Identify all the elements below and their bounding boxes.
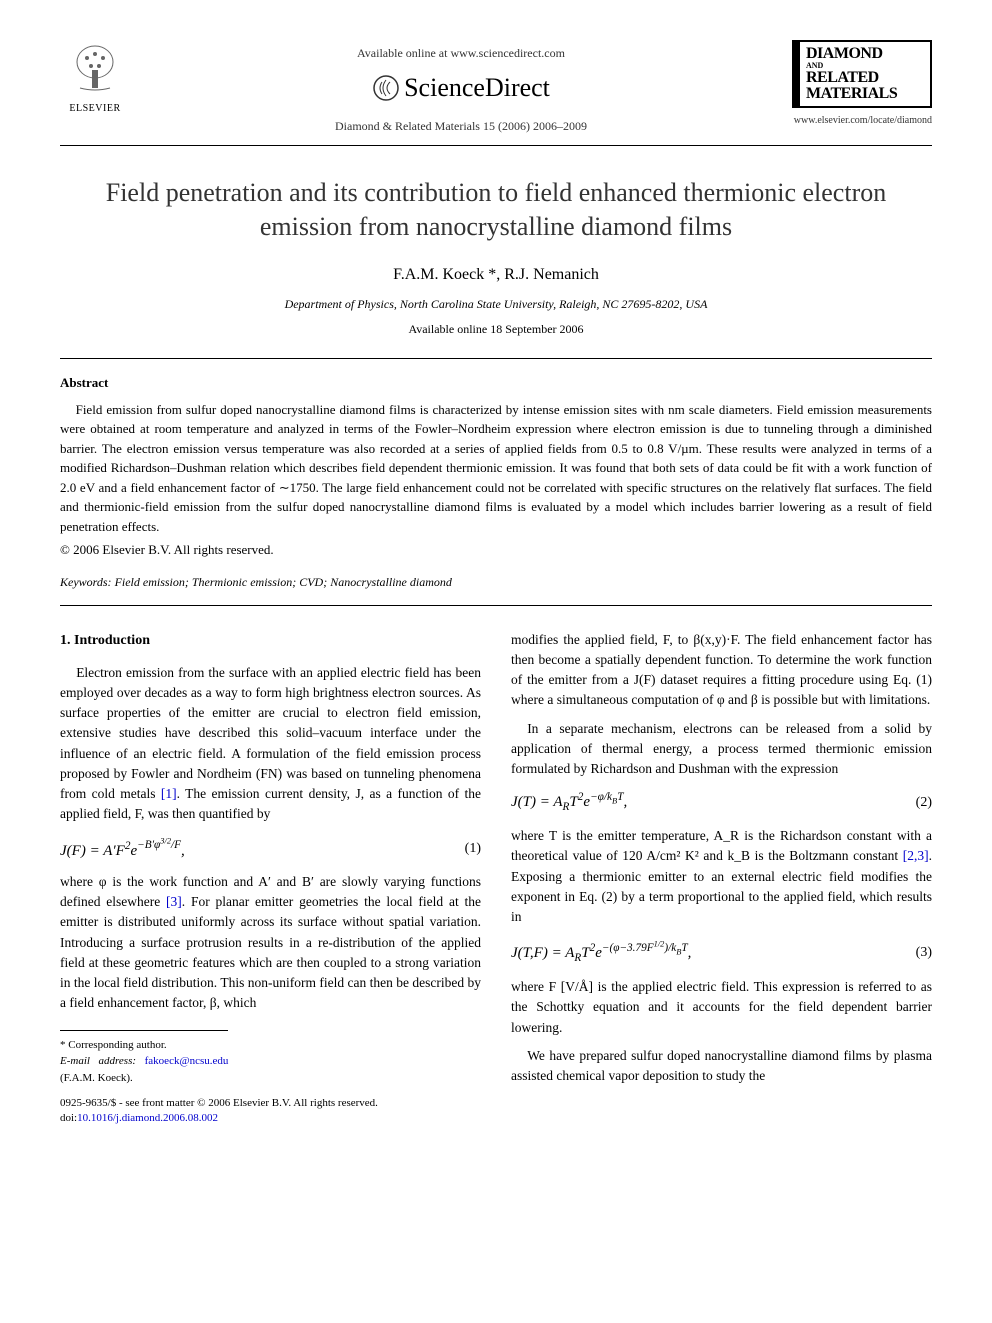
- abstract-body: Field emission from sulfur doped nanocry…: [60, 400, 932, 560]
- left-column: 1. Introduction Electron emission from t…: [60, 630, 481, 1127]
- footnote-block: * Corresponding author. E-mail address: …: [60, 1030, 228, 1087]
- available-date: Available online 18 September 2006: [60, 321, 932, 338]
- abstract-top-rule: [60, 358, 932, 359]
- doi-link[interactable]: 10.1016/j.diamond.2006.08.002: [77, 1112, 218, 1124]
- affiliation: Department of Physics, North Carolina St…: [60, 296, 932, 313]
- sciencedirect-text: ScienceDirect: [404, 70, 550, 106]
- eq2-number: (2): [916, 792, 932, 813]
- col2-para-3: where T is the emitter temperature, A_R …: [511, 826, 932, 927]
- journal-word-4: MATERIALS: [806, 86, 924, 102]
- journal-logo-block: DIAMOND AND RELATED MATERIALS www.elsevi…: [792, 40, 932, 128]
- col2-para-4: where F [V/Å] is the applied electric fi…: [511, 977, 932, 1038]
- email-attribution: (F.A.M. Koeck).: [60, 1072, 133, 1084]
- sciencedirect-logo: ScienceDirect: [130, 70, 792, 106]
- doi-line: doi:10.1016/j.diamond.2006.08.002: [60, 1111, 481, 1126]
- available-online-text: Available online at www.sciencedirect.co…: [130, 45, 792, 62]
- body-columns: 1. Introduction Electron emission from t…: [60, 630, 932, 1127]
- col2-para-2: In a separate mechanism, electrons can b…: [511, 719, 932, 780]
- keywords-block: Keywords: Field emission; Thermionic emi…: [60, 574, 932, 591]
- ref-3-link[interactable]: [3]: [166, 894, 182, 909]
- journal-word-1: DIAMOND: [806, 46, 924, 62]
- eq3-math: J(T,F) = ART2e−(φ−3.79F1/2)/kBT,: [511, 937, 691, 967]
- header-center: Available online at www.sciencedirect.co…: [130, 40, 792, 135]
- citation-line: Diamond & Related Materials 15 (2006) 20…: [130, 118, 792, 135]
- elsevier-logo: ELSEVIER: [60, 40, 130, 120]
- elsevier-label: ELSEVIER: [69, 102, 120, 116]
- eq1-math: J(F) = A′F2e−B′φ3/2/F,: [60, 835, 185, 862]
- issn-line: 0925-9635/$ - see front matter © 2006 El…: [60, 1096, 481, 1111]
- keywords-label: Keywords:: [60, 575, 112, 589]
- eq3-number: (3): [916, 942, 932, 963]
- page-header: ELSEVIER Available online at www.science…: [60, 40, 932, 135]
- journal-url: www.elsevier.com/locate/diamond: [792, 114, 932, 128]
- col2-para-5: We have prepared sulfur doped nanocrysta…: [511, 1046, 932, 1087]
- equation-3: J(T,F) = ART2e−(φ−3.79F1/2)/kBT, (3): [511, 937, 932, 967]
- bottom-matter: 0925-9635/$ - see front matter © 2006 El…: [60, 1096, 481, 1127]
- journal-title-box: DIAMOND AND RELATED MATERIALS: [792, 40, 932, 108]
- abstract-heading: Abstract: [60, 374, 932, 392]
- intro-para-1: Electron emission from the surface with …: [60, 663, 481, 825]
- equation-2: J(T) = ART2e−φ/kBT, (2): [511, 789, 932, 816]
- abstract-text: Field emission from sulfur doped nanocry…: [60, 400, 932, 537]
- doi-label: doi:: [60, 1112, 77, 1124]
- author-email-link[interactable]: fakoeck@ncsu.edu: [145, 1055, 229, 1067]
- equation-1: J(F) = A′F2e−B′φ3/2/F, (1): [60, 835, 481, 862]
- col2-para-1: modifies the applied field, F, to β(x,y)…: [511, 630, 932, 711]
- email-label: E-mail address:: [60, 1055, 136, 1067]
- eq2-math: J(T) = ART2e−φ/kBT,: [511, 789, 627, 816]
- author-list: F.A.M. Koeck *, R.J. Nemanich: [60, 264, 932, 286]
- sciencedirect-icon: [372, 74, 400, 102]
- corresponding-author: * Corresponding author.: [60, 1037, 228, 1054]
- ref-1-link[interactable]: [1]: [161, 786, 177, 801]
- journal-word-3: RELATED: [806, 70, 924, 86]
- right-column: modifies the applied field, F, to β(x,y)…: [511, 630, 932, 1127]
- copyright-line: © 2006 Elsevier B.V. All rights reserved…: [60, 540, 932, 560]
- email-line: E-mail address: fakoeck@ncsu.edu (F.A.M.…: [60, 1053, 228, 1086]
- eq1-number: (1): [465, 838, 481, 859]
- ref-2-3-link[interactable]: [2,3]: [903, 848, 929, 863]
- article-title: Field penetration and its contribution t…: [60, 176, 932, 244]
- header-rule: [60, 145, 932, 146]
- abstract-bottom-rule: [60, 605, 932, 606]
- keywords-text: Field emission; Thermionic emission; CVD…: [115, 575, 452, 589]
- elsevier-tree-icon: [65, 40, 125, 100]
- intro-para-2: where φ is the work function and A′ and …: [60, 872, 481, 1014]
- section-1-heading: 1. Introduction: [60, 630, 481, 651]
